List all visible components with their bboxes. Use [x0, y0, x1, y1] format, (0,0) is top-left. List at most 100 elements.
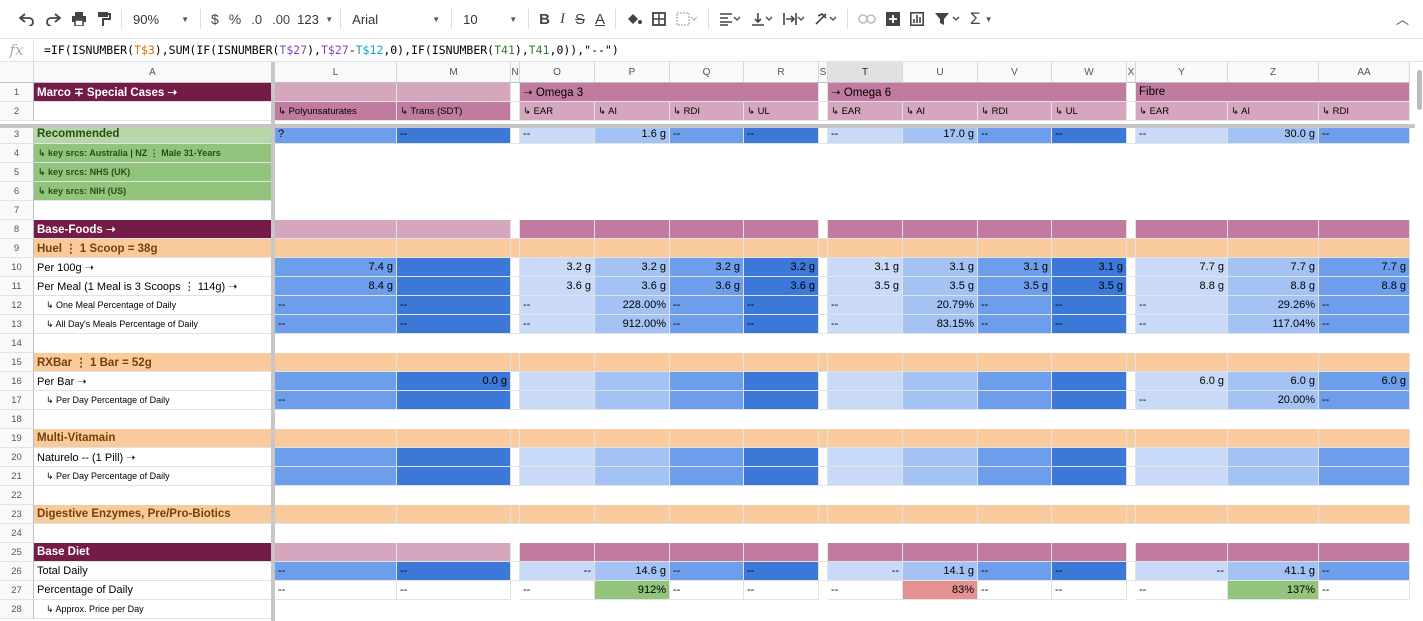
cell-u2[interactable]: ↳ AI: [903, 102, 978, 121]
cell-t19[interactable]: [828, 429, 903, 448]
col-label-polyunsaturates[interactable]: ↳ Polyunsaturates: [275, 102, 397, 121]
cell-q26[interactable]: --: [670, 562, 744, 581]
row-header-17[interactable]: 17: [0, 391, 34, 410]
cell-x1[interactable]: [1127, 83, 1136, 102]
cell-aa17[interactable]: --: [1319, 391, 1410, 410]
cell-l21[interactable]: [275, 467, 397, 486]
cell-r2[interactable]: ↳ UL: [744, 102, 819, 121]
zoom-select[interactable]: 90% ▼: [127, 12, 195, 27]
cell-m17[interactable]: [397, 391, 511, 410]
text-rotation-icon[interactable]: [810, 5, 842, 33]
cell-l8[interactable]: [275, 220, 397, 239]
cell-l25[interactable]: [275, 543, 397, 562]
borders-icon[interactable]: [647, 5, 671, 33]
column-header-p[interactable]: P: [595, 62, 670, 83]
column-header-r[interactable]: R: [744, 62, 819, 83]
cell-r10[interactable]: 3.2 g: [744, 258, 819, 277]
cell-m9[interactable]: [397, 239, 511, 258]
cell-aa13[interactable]: --: [1319, 315, 1410, 334]
cell-x12[interactable]: [1127, 296, 1136, 315]
cell-r12[interactable]: --: [744, 296, 819, 315]
row-header-24[interactable]: 24: [0, 524, 34, 543]
group-header-fibre[interactable]: Fibre: [1136, 83, 1410, 102]
cell-u11[interactable]: 3.5 g: [903, 277, 978, 296]
cell-w23[interactable]: [1052, 505, 1127, 524]
column-header-s[interactable]: S: [819, 62, 828, 83]
cell-s12[interactable]: [819, 296, 828, 315]
cell-z8[interactable]: [1228, 220, 1319, 239]
cell-z11[interactable]: 8.8 g: [1228, 277, 1319, 296]
cell-s15[interactable]: [819, 353, 828, 372]
cell-r13[interactable]: --: [744, 315, 819, 334]
cell-p19[interactable]: [595, 429, 670, 448]
cell-r26[interactable]: --: [744, 562, 819, 581]
cell-y25[interactable]: [1136, 543, 1228, 562]
cell-t10[interactable]: 3.1 g: [828, 258, 903, 277]
cell-n11[interactable]: [511, 277, 520, 296]
cell-r11[interactable]: 3.6 g: [744, 277, 819, 296]
food-title-multivitamin[interactable]: Multi-Vitamain: [34, 429, 272, 448]
cell-l16[interactable]: [275, 372, 397, 391]
cell-x10[interactable]: [1127, 258, 1136, 277]
cell-r23[interactable]: [744, 505, 819, 524]
cell-n16[interactable]: [511, 372, 520, 391]
cell-q12[interactable]: --: [670, 296, 744, 315]
row-header-7[interactable]: 7: [0, 201, 34, 220]
column-header-l[interactable]: L: [275, 62, 397, 83]
cell-q20[interactable]: [670, 448, 744, 467]
cell-n13[interactable]: [511, 315, 520, 334]
cell-y13[interactable]: --: [1136, 315, 1228, 334]
cell-v10[interactable]: 3.1 g: [978, 258, 1052, 277]
cell-v27[interactable]: --: [978, 581, 1052, 600]
cell-n2[interactable]: [511, 102, 520, 121]
cell-q27[interactable]: --: [670, 581, 744, 600]
cell-y19[interactable]: [1136, 429, 1228, 448]
cell-v26[interactable]: --: [978, 562, 1052, 581]
cell-o19[interactable]: [520, 429, 595, 448]
strikethrough-icon[interactable]: S: [575, 10, 586, 28]
cell-a26[interactable]: Total Daily: [34, 562, 272, 581]
cell-n8[interactable]: [511, 220, 520, 239]
column-header-u[interactable]: U: [903, 62, 978, 83]
cell-z19[interactable]: [1228, 429, 1319, 448]
cell-p27[interactable]: 912%: [595, 581, 670, 600]
cell-p21[interactable]: [595, 467, 670, 486]
cell-r15[interactable]: [744, 353, 819, 372]
column-header-q[interactable]: Q: [670, 62, 744, 83]
row-header-28[interactable]: 28: [0, 600, 34, 619]
cell-n26[interactable]: [511, 562, 520, 581]
cell-z17[interactable]: 20.00%: [1228, 391, 1319, 410]
cell-o10[interactable]: 3.2 g: [520, 258, 595, 277]
cell-l9[interactable]: [275, 239, 397, 258]
cell-n25[interactable]: [511, 543, 520, 562]
cell-q19[interactable]: [670, 429, 744, 448]
cell-q25[interactable]: [670, 543, 744, 562]
cell-aa2[interactable]: ↳ RDI: [1319, 102, 1410, 121]
cell-n21[interactable]: [511, 467, 520, 486]
group-header-omega6[interactable]: ➝ Omega 6: [828, 83, 1127, 102]
cell-y11[interactable]: 8.8 g: [1136, 277, 1228, 296]
cell-u15[interactable]: [903, 353, 978, 372]
cell-l15[interactable]: [275, 353, 397, 372]
row-header-25[interactable]: 25: [0, 543, 34, 562]
cell-t3[interactable]: --: [828, 125, 903, 144]
column-header-aa[interactable]: AA: [1319, 62, 1410, 83]
cell-q8[interactable]: [670, 220, 744, 239]
cell-a28[interactable]: ↳ Approx. Price per Day: [34, 600, 272, 619]
cell-w16[interactable]: [1052, 372, 1127, 391]
row-header-3[interactable]: 3: [0, 125, 34, 144]
cell-x8[interactable]: [1127, 220, 1136, 239]
cell-a27[interactable]: Percentage of Daily: [34, 581, 272, 600]
print-icon[interactable]: [66, 5, 92, 33]
cell-m26[interactable]: --: [397, 562, 511, 581]
cell-aa19[interactable]: [1319, 429, 1410, 448]
cell-x21[interactable]: [1127, 467, 1136, 486]
row-header-1[interactable]: 1: [0, 83, 34, 102]
bold-icon[interactable]: B: [539, 10, 551, 28]
cell-aa20[interactable]: [1319, 448, 1410, 467]
cell-o27[interactable]: --: [520, 581, 595, 600]
cell-v3[interactable]: --: [978, 125, 1052, 144]
recommended-label[interactable]: Recommended: [34, 125, 272, 144]
vertical-scrollbar[interactable]: [1415, 62, 1423, 621]
column-header-t[interactable]: T: [828, 62, 903, 83]
